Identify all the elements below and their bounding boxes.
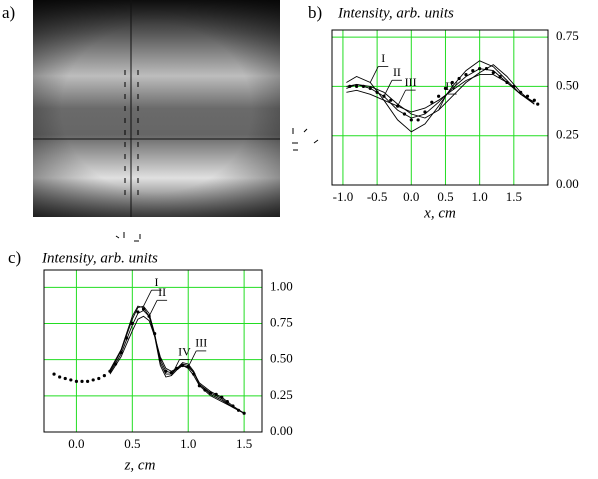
data-point (102, 373, 106, 378)
data-point (464, 72, 468, 77)
marker-tick (115, 128, 319, 242)
data-point (409, 118, 413, 122)
data-point (437, 94, 441, 98)
label-leader (171, 359, 180, 376)
curve-label: III (195, 336, 207, 350)
data-point (443, 86, 448, 90)
label-leader (438, 93, 447, 111)
data-point (74, 379, 79, 383)
curve-label: I (381, 51, 385, 65)
curve-label: III (405, 75, 417, 89)
label-leader (148, 300, 158, 317)
data-point (80, 379, 84, 383)
curve-label: I (154, 275, 158, 289)
data-point (69, 378, 73, 382)
x-tick-label: 0.5 (124, 436, 140, 451)
y-tick-label: 0.50 (556, 77, 579, 92)
x-tick-label: 1.0 (180, 436, 196, 451)
y-tick-label: 0.00 (556, 176, 579, 191)
chart-title: Intensity, arb. units (41, 250, 158, 266)
x-tick-label: 1.0 (472, 189, 488, 204)
photo-panel: a) (2, 0, 319, 242)
data-point (471, 69, 475, 73)
curve-label: IV (445, 79, 458, 93)
curve-label: IV (178, 344, 191, 358)
label-leader (143, 289, 152, 307)
chart-title: Intensity, arb. units (337, 5, 454, 21)
x-tick-label: -0.5 (367, 189, 388, 204)
data-point (532, 98, 536, 102)
x-tick-label: 1.5 (236, 436, 252, 451)
curve-label: II (393, 65, 401, 79)
label-leader (369, 66, 379, 83)
data-point (355, 84, 359, 88)
curve (109, 305, 245, 414)
x-tick-label: 0.5 (437, 189, 453, 204)
curve (346, 68, 535, 119)
y-tick-label: 0.25 (270, 387, 293, 402)
data-point (450, 80, 454, 85)
panel-label: c) (8, 248, 21, 267)
curve (109, 305, 245, 414)
curve (109, 309, 245, 414)
label-leader (397, 89, 406, 107)
x-axis-label: x, cm (423, 205, 456, 221)
curve (346, 64, 535, 119)
plot-frame (43, 269, 263, 433)
label-leader (187, 350, 197, 368)
y-tick-label: 0.50 (270, 351, 293, 366)
data-point (430, 100, 434, 104)
x-tick-label: 0.0 (68, 436, 84, 451)
x-tick-label: 1.5 (506, 189, 522, 204)
curve (109, 315, 245, 414)
y-tick-label: 0.75 (556, 28, 579, 43)
y-tick-label: 0.00 (270, 423, 293, 438)
data-point (58, 375, 62, 379)
curve (346, 74, 535, 113)
data-point (416, 118, 420, 122)
panel-label: a) (2, 3, 15, 22)
data-point (63, 376, 67, 381)
y-tick-label: 1.00 (270, 278, 293, 293)
curve-label: II (158, 285, 166, 299)
data-point (97, 376, 101, 381)
data-point (52, 372, 56, 376)
data-point (536, 102, 540, 106)
plot-frame (331, 29, 549, 186)
x-axis-label: z, cm (124, 457, 156, 473)
data-point (86, 379, 90, 383)
y-tick-label: 0.75 (270, 315, 293, 330)
y-tick-label: 0.25 (556, 127, 579, 142)
vignette (33, 0, 280, 217)
data-point (91, 378, 95, 382)
x-tick-label: -1.0 (333, 189, 354, 204)
x-tick-label: 0.0 (403, 189, 419, 204)
panel-label: b) (308, 3, 322, 22)
